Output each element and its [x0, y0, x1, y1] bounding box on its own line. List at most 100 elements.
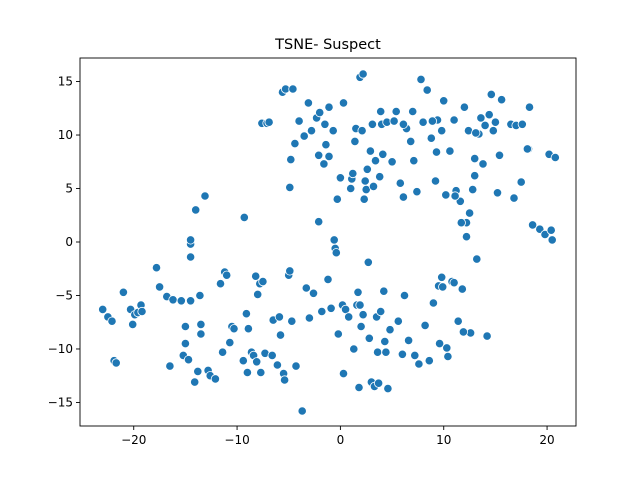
- scatter-point: [229, 324, 239, 334]
- scatter-point: [496, 95, 507, 105]
- scatter-point: [272, 360, 282, 370]
- scatter-point: [196, 319, 206, 329]
- scatter-point: [225, 337, 235, 348]
- scatter-point: [294, 116, 304, 126]
- scatter-point: [364, 333, 374, 343]
- x-tick-label: 0: [337, 433, 345, 447]
- scatter-point: [450, 191, 460, 201]
- scatter-point: [314, 150, 324, 160]
- y-tick-label: 5: [65, 182, 73, 196]
- scatter-point: [397, 349, 407, 359]
- scatter-point: [285, 266, 295, 276]
- scatter-point: [258, 276, 268, 287]
- scatter-point: [353, 287, 363, 297]
- scatter-point: [326, 303, 336, 313]
- scatter-point: [470, 154, 480, 164]
- scatter-point: [480, 120, 490, 131]
- scatter-point: [428, 298, 438, 308]
- scatter-point: [373, 378, 384, 388]
- scatter-point: [391, 106, 401, 117]
- scatter-point: [445, 146, 455, 156]
- scatter-point: [484, 110, 494, 120]
- scatter-point: [191, 205, 201, 215]
- scatter-point: [359, 194, 369, 204]
- scatter-point: [180, 338, 190, 349]
- scatter-point: [486, 89, 496, 100]
- scatter-point: [193, 366, 203, 376]
- scatter-point: [527, 220, 538, 230]
- plot-frame: [79, 57, 577, 427]
- scatter-point: [494, 150, 505, 160]
- scatter-point: [251, 271, 261, 281]
- scatter-point: [470, 171, 480, 181]
- scatter-point: [137, 306, 147, 317]
- scatter-point: [306, 126, 317, 136]
- scatter-point: [409, 156, 419, 166]
- scatter-point: [319, 159, 329, 169]
- y-tick-label: 10: [58, 128, 73, 142]
- scatter-point: [403, 335, 414, 345]
- scatter-point: [492, 188, 503, 198]
- scatter-point: [478, 159, 488, 169]
- scatter-point: [509, 193, 519, 203]
- scatter-point: [437, 272, 447, 282]
- scatter-point: [111, 358, 121, 368]
- chart-title: TSNE- Suspect: [274, 37, 381, 53]
- scatter-point: [346, 183, 356, 194]
- scatter-point: [338, 368, 349, 379]
- scatter-point: [256, 367, 266, 378]
- scatter-point: [239, 212, 249, 222]
- scatter-point: [267, 350, 277, 360]
- scatter-point: [290, 139, 300, 149]
- scatter-point: [420, 320, 430, 330]
- scatter-point: [517, 119, 527, 129]
- scatter-point: [431, 147, 442, 157]
- scatter-point: [381, 347, 391, 357]
- scatter-point: [151, 263, 162, 273]
- scatter-point: [412, 187, 422, 197]
- y-tick-label: −10: [48, 342, 73, 356]
- scatter-point: [176, 296, 186, 306]
- scatter-point: [358, 310, 368, 320]
- scatter-point: [186, 296, 196, 306]
- scatter-point: [196, 329, 206, 339]
- scatter-point: [355, 300, 365, 310]
- scatter-point: [441, 190, 451, 200]
- scatter-point: [443, 351, 453, 362]
- scatter-point: [301, 283, 311, 293]
- scatter-point: [329, 235, 339, 245]
- scatter-point: [348, 168, 358, 179]
- y-tick-label: 15: [58, 75, 73, 89]
- scatter-point: [458, 327, 468, 337]
- scatter-point: [128, 319, 138, 329]
- scatter-point: [288, 84, 298, 94]
- scatter-point: [398, 192, 408, 202]
- scatter-point: [324, 102, 334, 112]
- x-tick-label: 10: [436, 433, 451, 447]
- scatter-point: [155, 282, 165, 292]
- scatter-point: [408, 106, 418, 117]
- scatter-point: [368, 181, 379, 191]
- x-tick-label: −10: [224, 433, 249, 447]
- scatter-point: [387, 157, 397, 167]
- scatter-point: [437, 126, 447, 136]
- scatter-point: [468, 185, 478, 195]
- scatter-point: [490, 117, 500, 127]
- scatter-point: [287, 316, 297, 326]
- scatter-point: [323, 274, 333, 284]
- scatter-point: [215, 279, 226, 289]
- scatter-point: [252, 357, 262, 367]
- scatter-point: [321, 140, 331, 150]
- scatter-point: [464, 208, 475, 218]
- ticks-layer: −20 −10 0 10 20 −15 −10 −5 0 5 10 15: [48, 75, 555, 447]
- scatter-point: [416, 74, 426, 85]
- x-tick-label: −20: [121, 433, 146, 447]
- scatter-point: [190, 377, 200, 387]
- scatter-point: [438, 282, 448, 292]
- scatter-point: [398, 119, 408, 129]
- scatter-point: [180, 321, 190, 332]
- scatter-point: [297, 406, 307, 416]
- scatter-point: [317, 306, 327, 317]
- scatter-point: [372, 347, 383, 357]
